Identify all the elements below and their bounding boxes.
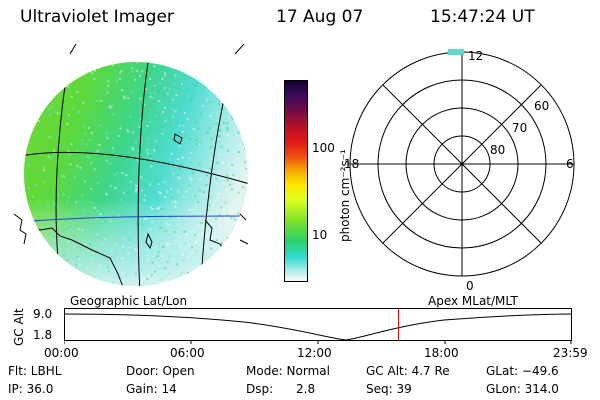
altitude-curve — [64, 313, 573, 341]
geographic-caption: Geographic Lat/Lon — [70, 294, 188, 308]
glat-status: GLat: −49.6 — [486, 364, 559, 378]
mode-status: Mode: Normal — [246, 364, 330, 378]
lat-label-60: 60 — [534, 99, 549, 113]
glon-status: GLon: 314.0 — [486, 382, 559, 396]
mlt-label-18: 18 — [344, 157, 359, 171]
ip-status: IP: 36.0 — [8, 382, 54, 396]
geographic-image — [13, 44, 249, 286]
color-scale-bar — [284, 80, 308, 282]
mlt-label-0: 0 — [466, 279, 474, 293]
date-label: 17 Aug 07 — [276, 7, 364, 27]
filter-status: Flt: LBHL — [8, 364, 62, 378]
seq-status: Seq: 39 — [366, 382, 412, 396]
gc-alt-status: GC Alt: 4.7 Re — [366, 364, 450, 378]
instrument-title: Ultraviolet Imager — [20, 7, 174, 27]
altitude-xtick-2359: 23:59 — [553, 346, 588, 360]
altitude-plot — [64, 308, 573, 344]
dsp-status-value: 2.8 — [296, 382, 316, 396]
time-label: 15:47:24 UT — [430, 7, 535, 27]
altitude-xtick-0000: 00:00 — [44, 346, 79, 360]
altitude-xtick-1800: 18:00 — [424, 346, 459, 360]
altitude-xtick-0600: 06:00 — [170, 346, 205, 360]
polar-plot: 12 18 6 0 60 70 80 — [344, 49, 575, 293]
gain-status: Gain: 14 — [126, 382, 177, 396]
mlt-label-12: 12 — [468, 49, 483, 63]
mlt-label-6: 6 — [566, 157, 574, 171]
altitude-ytick-9: 9.0 — [33, 307, 53, 321]
altitude-xtick-1200: 12:00 — [297, 346, 332, 360]
altitude-ytick-1.8: 1.8 — [33, 328, 53, 342]
dsp-status-label: Dsp: — [246, 382, 274, 396]
apex-caption: Apex MLat/MLT — [428, 294, 518, 308]
colorbar-tick-100: 100 — [312, 141, 335, 155]
lat-label-70: 70 — [512, 121, 527, 135]
lat-label-80: 80 — [490, 143, 505, 157]
door-status: Door: Open — [126, 364, 195, 378]
colorbar-tick-10: 10 — [312, 228, 328, 242]
altitude-ylabel: GC Alt — [12, 308, 26, 346]
